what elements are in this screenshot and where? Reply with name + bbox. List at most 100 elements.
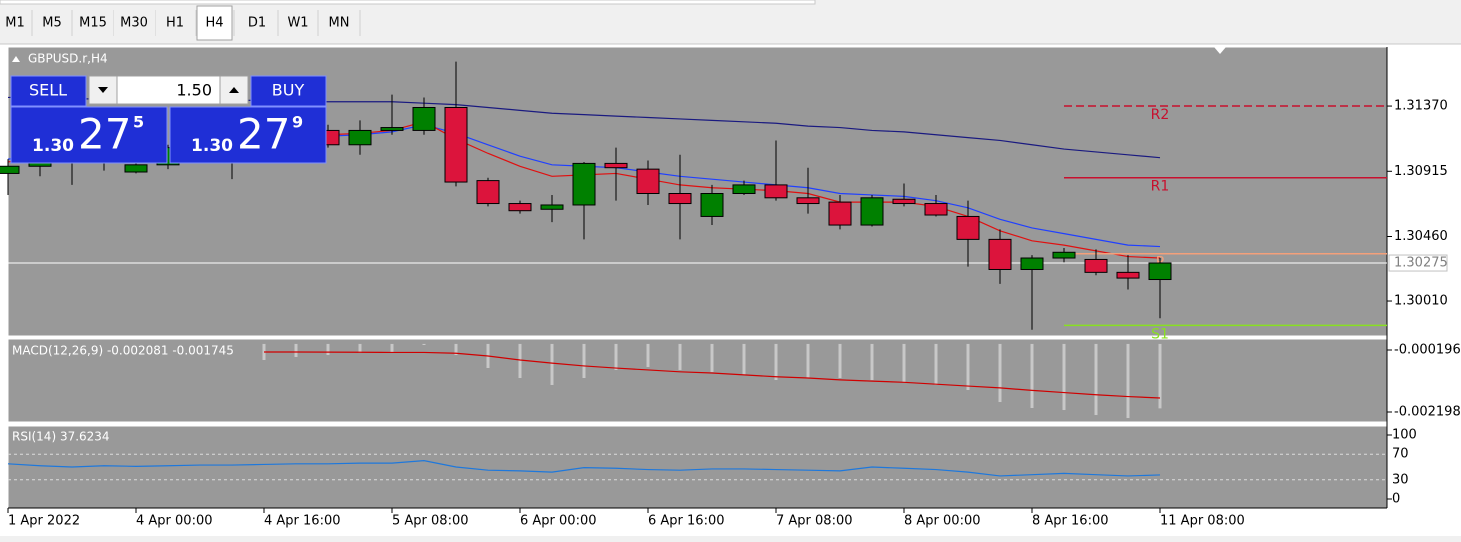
candle-body: [764, 184, 788, 199]
y-tick-label: 1.30460: [1394, 229, 1448, 244]
current-price-box: [1388, 254, 1448, 272]
sell-price-pips: 27: [78, 110, 131, 159]
timeframe-button[interactable]: [156, 6, 194, 40]
sell-button[interactable]: [10, 75, 87, 107]
candle-body: [1148, 262, 1172, 281]
down-arrow: [98, 87, 108, 93]
macd-bar: [838, 343, 842, 378]
macd-bar: [550, 343, 554, 385]
sell-price-point: 5: [133, 113, 144, 132]
timeframe-button[interactable]: [238, 6, 276, 40]
up-arrow: [229, 87, 239, 93]
collapse-icon: [12, 56, 20, 62]
timeframe-button[interactable]: [74, 6, 112, 40]
sell-label[interactable]: SELL: [29, 81, 67, 100]
candle-body: [924, 203, 948, 216]
x-tick-label: 6 Apr 00:00: [520, 514, 597, 529]
macd-bar: [1126, 343, 1130, 419]
macd-bar: [582, 343, 586, 378]
macd-bar: [678, 343, 682, 371]
candle-body: [732, 184, 756, 195]
macd-bar: [710, 343, 714, 373]
macd-bar: [998, 343, 1002, 403]
sell-price-box[interactable]: [10, 106, 168, 164]
tab-strip: [0, 536, 1461, 542]
macd-bar: [454, 343, 458, 356]
buy-price-pips: 27: [237, 110, 290, 159]
timeframe-label[interactable]: D1: [248, 16, 266, 31]
candle-body: [1116, 271, 1140, 279]
y-tick-label: 30: [1392, 472, 1409, 487]
macd-panel: [7, 338, 1388, 423]
y-tick-label: 100: [1392, 428, 1417, 443]
y-tick-label: 1.30010: [1394, 294, 1448, 309]
macd-bar: [326, 343, 330, 356]
timeframe-label[interactable]: M30: [120, 16, 148, 31]
macd-bar: [806, 343, 810, 378]
macd-bar: [422, 343, 426, 346]
macd-bar: [1030, 343, 1034, 409]
timeframe-label[interactable]: MN: [329, 16, 350, 31]
timeframe-label[interactable]: W1: [287, 16, 308, 31]
pivot-label: R2: [1151, 107, 1170, 123]
macd-bar: [902, 343, 906, 383]
x-tick-label: 8 Apr 16:00: [1032, 514, 1109, 529]
macd-bar: [774, 343, 778, 381]
shift-marker: [1214, 47, 1226, 54]
timeframe-button[interactable]: [34, 6, 70, 40]
candle-body: [348, 129, 372, 146]
timeframe-label[interactable]: H4: [205, 16, 223, 31]
candle-body: [956, 215, 980, 240]
pivot-label: S1: [1151, 326, 1169, 342]
chart-title: GBPUSD.r,H4: [28, 52, 108, 66]
timeframe-label[interactable]: M5: [42, 16, 62, 31]
candle-body: [508, 203, 532, 212]
timeframe-label[interactable]: M1: [5, 16, 25, 31]
y-tick-label: 1.31370: [1394, 99, 1448, 114]
macd-bar: [614, 343, 618, 371]
timeframe-button[interactable]: [114, 6, 154, 40]
candle-body: [988, 238, 1012, 270]
timeframe-button[interactable]: [196, 5, 233, 41]
rsi-panel: [7, 425, 1388, 509]
macd-bar: [934, 343, 938, 385]
toolbar-strip: [0, 0, 816, 5]
y-tick-label: 70: [1392, 447, 1409, 462]
buy-button[interactable]: [250, 75, 327, 107]
timeframe-label[interactable]: H1: [166, 16, 184, 31]
candle-body: [1052, 251, 1076, 259]
timeframe-button[interactable]: [320, 6, 358, 40]
candle-body: [380, 127, 404, 131]
buy-price-point: 9: [292, 113, 303, 132]
current-price-label: 1.30275: [1394, 256, 1448, 271]
indicator-title: RSI(14) 37.6234: [12, 430, 110, 444]
candle-body: [604, 162, 628, 169]
x-tick-label: 1 Apr 2022: [8, 514, 80, 529]
x-tick-label: 8 Apr 00:00: [904, 514, 981, 529]
candle-body: [476, 180, 500, 205]
candle-body: [860, 197, 884, 226]
indicator-title: MACD(12,26,9) -0.002081 -0.001745: [12, 344, 234, 358]
y-tick-label: 1.30915: [1394, 164, 1448, 179]
volume-value[interactable]: 1.50: [176, 81, 212, 100]
candle-body: [572, 162, 596, 206]
x-tick-label: 11 Apr 08:00: [1160, 514, 1245, 529]
macd-bar: [518, 343, 522, 378]
timeframe-button[interactable]: [0, 6, 30, 40]
x-tick-label: 4 Apr 00:00: [136, 514, 213, 529]
y-tick-label: 0: [1392, 492, 1400, 507]
timeframe-button[interactable]: [280, 6, 316, 40]
macd-bar: [390, 343, 394, 353]
candle-body: [412, 106, 436, 131]
candle-body: [124, 164, 148, 173]
buy-label[interactable]: BUY: [272, 81, 305, 100]
macd-bar: [294, 343, 298, 357]
signal-line: [264, 351, 1161, 399]
timeframe-label[interactable]: M15: [79, 16, 107, 31]
x-tick-label: 7 Apr 08:00: [776, 514, 853, 529]
trade-panel: SELL BUY 1.50 1.30 27 5 1.30 27 9: [10, 75, 327, 164]
buy-price-box[interactable]: [169, 106, 327, 164]
macd-bar: [742, 343, 746, 376]
